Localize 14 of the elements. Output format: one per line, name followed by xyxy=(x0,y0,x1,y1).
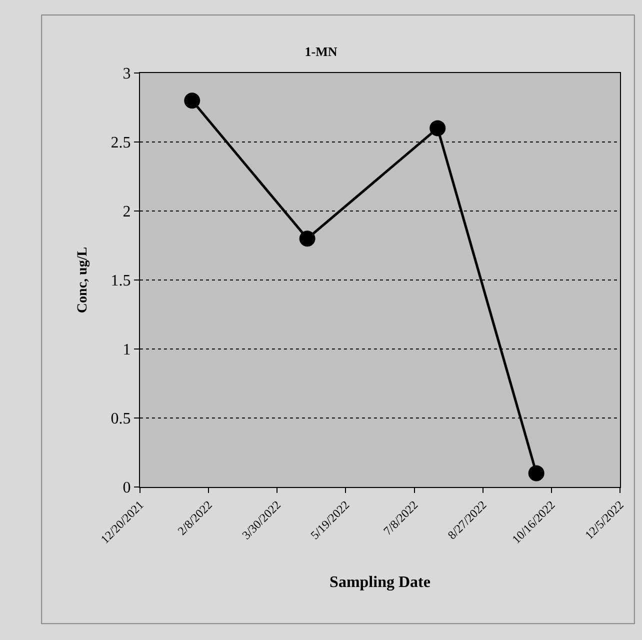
y-axis-title: Conc, ug/L xyxy=(75,246,90,314)
x-axis-title: Sampling Date xyxy=(330,574,430,592)
y-tick-label: 0 xyxy=(122,480,131,497)
y-tick-label: 1.5 xyxy=(110,272,131,290)
y-tick-label: 0.5 xyxy=(110,410,131,428)
point xyxy=(299,230,316,247)
y-tick-label: 1 xyxy=(122,342,131,359)
y-tick-label: 2.5 xyxy=(110,134,131,152)
point xyxy=(184,92,200,109)
y-tick-label: 3 xyxy=(122,66,131,83)
point xyxy=(430,120,446,136)
chart-title: 1-MN xyxy=(304,44,338,59)
point xyxy=(528,465,544,482)
y-tick-label: 2 xyxy=(122,204,131,221)
